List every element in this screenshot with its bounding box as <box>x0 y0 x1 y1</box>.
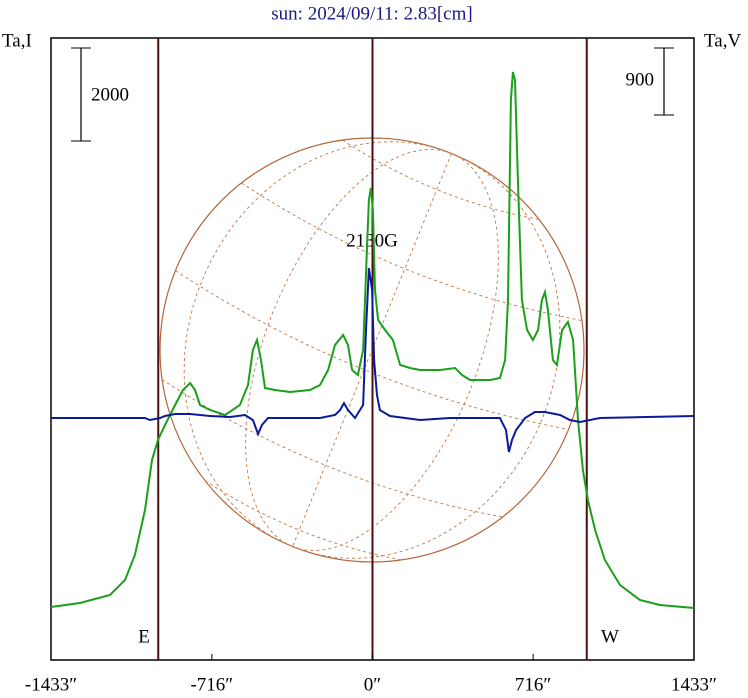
x-tick-label: -716″ <box>190 674 233 695</box>
scale-bar-label: 900 <box>626 69 655 90</box>
meridian <box>292 153 499 551</box>
series-line <box>50 71 695 609</box>
chart-title: sun: 2024/09/11: 2.83[cm] <box>271 3 472 24</box>
annotation: E <box>138 626 150 647</box>
meridian <box>183 141 452 547</box>
x-tick-label: -1433″ <box>25 674 77 695</box>
scale-bar-label: 2000 <box>91 84 129 105</box>
parallel <box>161 379 503 518</box>
parallel <box>342 139 540 220</box>
series-line <box>51 268 695 453</box>
meridian <box>292 153 561 559</box>
x-tick-label: 1433″ <box>671 674 717 695</box>
parallel <box>204 480 402 561</box>
x-tick-label: 0″ <box>364 674 381 695</box>
meridian <box>245 149 452 547</box>
parallel <box>175 270 569 430</box>
annotation: W <box>601 626 619 647</box>
y-axis-label: Ta,I <box>2 30 32 51</box>
parallel <box>241 182 583 321</box>
scale-bar: 2000 <box>71 47 129 142</box>
scale-bar: 900 <box>626 47 674 116</box>
x-tick-label: 716″ <box>515 674 551 695</box>
y2-axis-label: Ta,V <box>704 30 741 51</box>
